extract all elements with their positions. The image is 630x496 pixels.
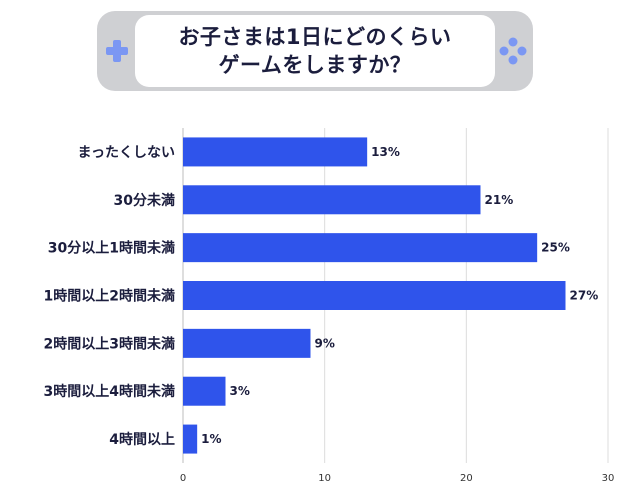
value-label: 27% [570, 289, 599, 303]
value-label: 25% [541, 241, 570, 255]
x-tick-label: 10 [318, 473, 331, 484]
x-tick-label: 20 [460, 473, 473, 484]
value-label: 3% [230, 384, 250, 398]
value-label: 1% [201, 432, 221, 446]
category-label: 4時間以上 [109, 431, 175, 448]
value-label: 9% [315, 336, 335, 350]
x-tick-label: 30 [602, 473, 615, 484]
chart-title-line-1: お子さまは1日にどのくらい [178, 25, 452, 49]
title-banner: お子さまは1日にどのくらい ゲームをしますか？ [97, 11, 533, 91]
value-label: 21% [485, 193, 514, 207]
bar [183, 185, 481, 215]
gamepad-buttons-icon [499, 37, 527, 65]
category-label: 3時間以上4時間未満 [44, 383, 175, 400]
category-label: 1時間以上2時間未満 [44, 288, 175, 305]
category-label: 2時間以上3時間未満 [44, 335, 175, 352]
bar [183, 233, 538, 263]
category-label: 30分未満 [114, 192, 175, 209]
dpad-icon [106, 40, 128, 62]
bar [183, 137, 368, 167]
category-label: まったくしない [78, 145, 175, 161]
chart-title-line-2: ゲームをしますか？ [218, 53, 412, 77]
title-box: お子さまは1日にどのくらい ゲームをしますか？ [135, 15, 495, 87]
bar [183, 328, 311, 358]
bar [183, 424, 198, 454]
bar [183, 281, 566, 310]
category-label: 30分以上1時間未満 [48, 240, 175, 257]
value-label: 13% [371, 145, 400, 159]
bar [183, 376, 226, 406]
x-tick-label: 0 [180, 473, 186, 484]
